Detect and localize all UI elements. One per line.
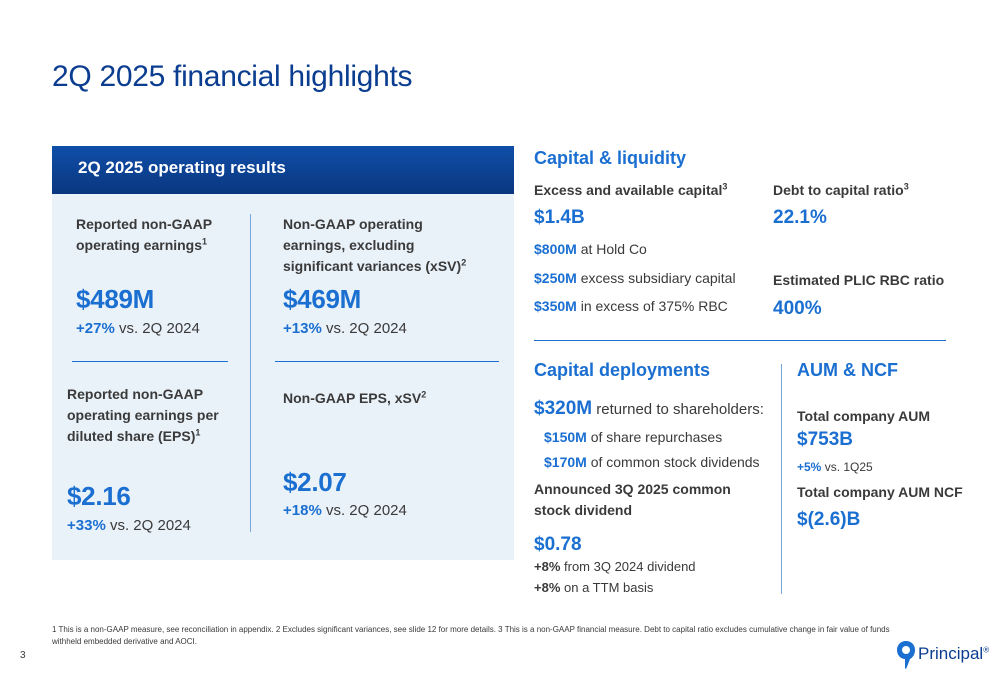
share-repurchases: $150M of share repurchases	[544, 429, 723, 445]
capital-liquidity-title: Capital & liquidity	[534, 148, 687, 168]
footnotes: 1 This is a non-GAAP measure, see reconc…	[52, 625, 890, 646]
eps-change: +33% vs. 2Q 2024	[67, 517, 191, 534]
total-aum-value: $753B	[797, 429, 853, 450]
operating-results-header: 2Q 2025 operating results	[52, 146, 514, 194]
capital-item-subsidiary: $250M excess subsidiary capital	[534, 270, 736, 286]
xsv-earnings-change: +13% vs. 2Q 2024	[283, 320, 407, 337]
page-number: 3	[20, 650, 26, 661]
panel-vertical-divider	[250, 214, 251, 532]
reported-earnings-value: $489M	[76, 284, 154, 314]
eps-xsv-label: Non-GAAP EPS, xSV2	[283, 389, 427, 406]
dividend-growth-yoy: +8% from 3Q 2024 dividend	[534, 559, 696, 574]
eps-xsv-change: +18% vs. 2Q 2024	[283, 502, 407, 519]
deployments-aum-divider	[781, 364, 782, 594]
debt-capital-label: Debt to capital ratio3	[773, 181, 909, 198]
capital-section-divider	[534, 340, 946, 341]
rbc-ratio-label: Estimated PLIC RBC ratio	[773, 272, 945, 288]
total-aum-change: +5% vs. 1Q25	[797, 460, 873, 474]
excess-capital-value: $1.4B	[534, 207, 585, 228]
xsv-earnings-value: $469M	[283, 284, 361, 314]
reported-earnings-label: Reported non-GAAP operating earnings1	[76, 216, 212, 253]
capital-item-holdco: $800M at Hold Co	[534, 241, 647, 257]
dividend-growth-ttm: +8% on a TTM basis	[534, 580, 654, 595]
aum-ncf-title: AUM & NCF	[797, 360, 898, 380]
principal-logo-icon	[897, 641, 915, 669]
reported-earnings-change: +27% vs. 2Q 2024	[76, 320, 200, 337]
panel-divider-right	[275, 361, 499, 362]
principal-logo-text: Principal®	[918, 644, 990, 663]
capital-item-rbc: $350M in excess of 375% RBC	[534, 298, 728, 314]
total-aum-label: Total company AUM	[797, 408, 931, 424]
common-stock-dividends: $170M of common stock dividends	[544, 454, 760, 470]
eps-xsv-value: $2.07	[283, 467, 347, 497]
dividend-value: $0.78	[534, 534, 582, 555]
aum-ncf-label: Total company AUM NCF	[797, 484, 963, 500]
panel-divider-left	[72, 361, 228, 362]
operating-results-panel	[52, 146, 514, 560]
page-title: 2Q 2025 financial highlights	[52, 60, 413, 93]
returned-to-shareholders: $320M returned to shareholders:	[534, 398, 764, 419]
capital-deployments-title: Capital deployments	[534, 360, 711, 380]
excess-capital-label: Excess and available capital3	[534, 181, 728, 198]
eps-label: Reported non-GAAP operating earnings per…	[67, 386, 219, 444]
xsv-earnings-label: Non-GAAP operating earnings, excluding s…	[283, 216, 467, 274]
debt-capital-value: 22.1%	[773, 207, 827, 228]
eps-value: $2.16	[67, 481, 131, 511]
rbc-ratio-value: 400%	[773, 298, 822, 319]
aum-ncf-value: $(2.6)B	[797, 509, 861, 530]
announced-dividend-label: Announced 3Q 2025 common stock dividend	[534, 481, 731, 518]
